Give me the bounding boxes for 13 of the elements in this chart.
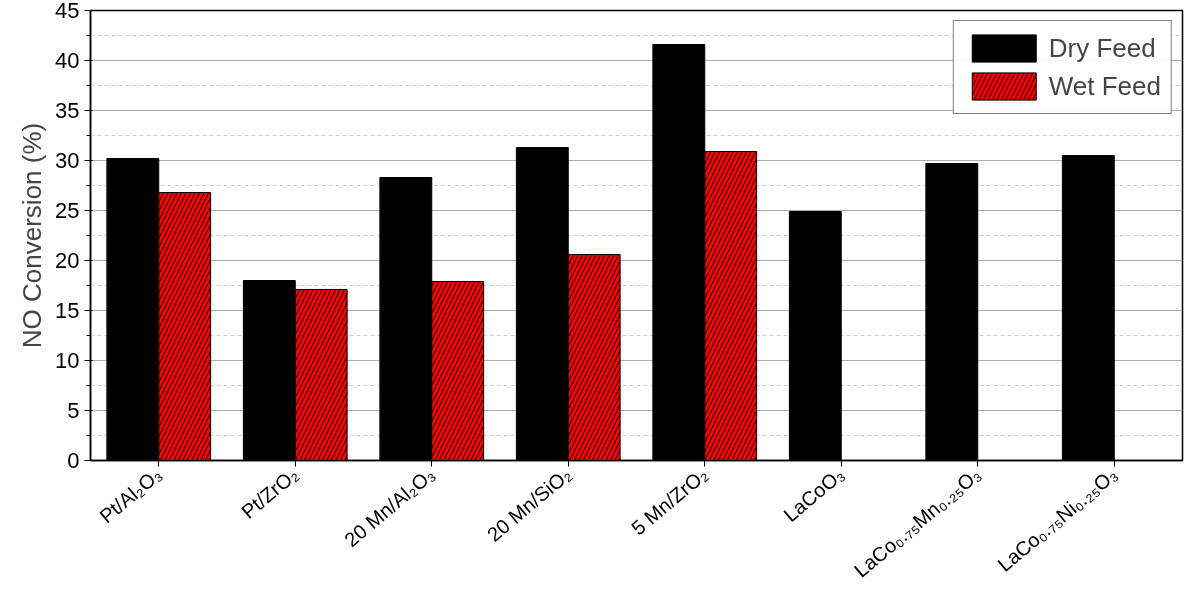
y-tick-label: 0 <box>67 448 80 473</box>
y-tick-label: 40 <box>55 48 80 73</box>
y-tick-label: 45 <box>55 0 80 23</box>
legend-label: Dry Feed <box>1048 32 1156 64</box>
y-tick-label: 25 <box>55 198 80 223</box>
y-tick-label: 30 <box>55 148 80 173</box>
y-tick-label: 20 <box>55 248 80 273</box>
y-tick-label: 10 <box>55 348 80 373</box>
y-axis-title: NO Conversion (%) <box>17 122 48 349</box>
legend-label: Wet Feed <box>1048 70 1161 102</box>
y-tick-label: 5 <box>67 398 80 423</box>
y-tick-label: 15 <box>55 298 80 323</box>
y-tick-label: 35 <box>55 98 80 123</box>
